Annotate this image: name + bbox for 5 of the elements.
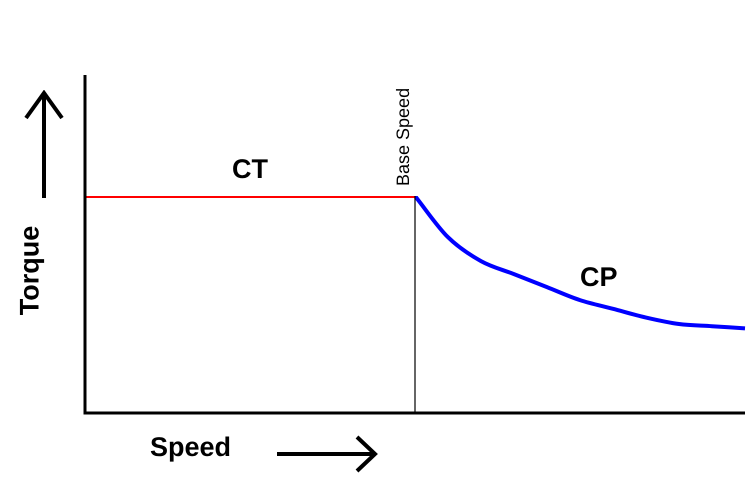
y-axis-title: Torque (14, 226, 46, 316)
x-axis-title: Speed (150, 432, 232, 463)
series-label: CT (232, 154, 268, 184)
series-label: CP (580, 262, 618, 292)
text: Base Speed (392, 88, 413, 186)
